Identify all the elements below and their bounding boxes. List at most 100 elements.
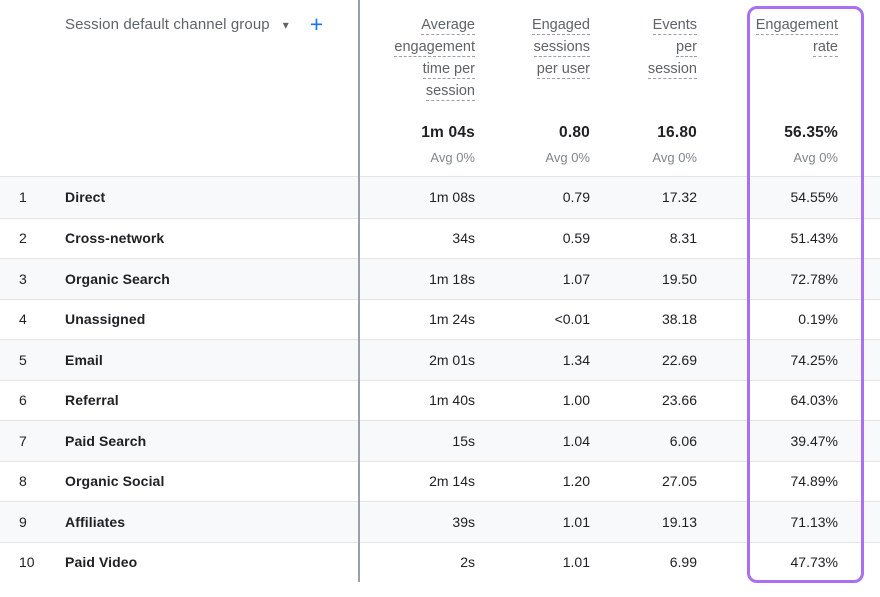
column-header-text: Events: [652, 17, 697, 35]
header-spacer-end: [838, 14, 880, 102]
metric-value: 1.07: [562, 270, 590, 287]
column-header-line: Events: [590, 14, 697, 36]
summary-spacer-name: [65, 124, 360, 165]
metric-value: 51.43%: [790, 230, 838, 247]
channel-name: Paid Video: [65, 554, 138, 571]
metric-value: 1.04: [562, 432, 590, 449]
column-header-line: Average: [360, 14, 475, 36]
summary-cell: 0.80 Avg 0%: [475, 124, 590, 165]
column-header-events-per-session[interactable]: Events per session: [590, 14, 697, 102]
column-header-text: session: [647, 61, 697, 79]
column-header-text: per: [676, 39, 697, 57]
summary-cell: 1m 04s Avg 0%: [360, 124, 475, 165]
summary-value: 1m 04s: [421, 124, 475, 141]
dimension-label[interactable]: Session default channel group: [65, 15, 270, 33]
column-header-engagement-rate[interactable]: Engagement rate: [697, 14, 838, 102]
table-row-paid-video: 10 Paid Video 2s 1.01 6.99 47.73%: [0, 541, 880, 583]
header-spacer-name: [65, 14, 360, 102]
row-index: 2: [19, 230, 27, 247]
metric-value: 38.18: [661, 311, 697, 328]
metric-value: 15s: [452, 432, 475, 449]
channel-name: Cross-network: [65, 230, 165, 247]
row-index: 4: [19, 311, 27, 328]
metric-value: 1m 18s: [429, 270, 475, 287]
table-row-email: 5 Email 2m 01s 1.34 22.69 74.25%: [0, 339, 880, 380]
metric-value: 39.47%: [790, 432, 838, 449]
table-row-paid-search: 7 Paid Search 15s 1.04 6.06 39.47%: [0, 420, 880, 461]
row-index: 3: [19, 270, 27, 287]
dimension-selector[interactable]: Session default channel group ▾ +: [65, 11, 324, 37]
table-body: 1 Direct 1m 08s 0.79 17.32 54.55% 2 Cross-netwo…: [0, 176, 880, 582]
metric-value: 19.13: [661, 513, 697, 530]
column-header-text: time per: [422, 61, 475, 79]
metric-value: 1m 08s: [429, 189, 475, 206]
summary-avg-label: Avg 0%: [793, 150, 838, 165]
column-header-text: per user: [536, 61, 590, 79]
metric-value: <0.01: [554, 311, 590, 328]
summary-spacer-end: [838, 124, 880, 165]
column-header-text: sessions: [533, 39, 590, 57]
metric-value: 22.69: [661, 351, 697, 368]
metric-value: 1m 40s: [429, 392, 475, 409]
summary-avg-label: Avg 0%: [545, 150, 590, 165]
column-header-line: sessions: [475, 36, 590, 58]
channel-name: Email: [65, 351, 103, 368]
metric-value: 17.32: [661, 189, 697, 206]
table-row-referral: 6 Referral 1m 40s 1.00 23.66 64.03%: [0, 379, 880, 421]
metric-value: 19.50: [661, 270, 697, 287]
column-divider: [358, 0, 360, 582]
column-header-line: time per: [360, 58, 475, 80]
add-dimension-button[interactable]: +: [309, 11, 324, 37]
summary-value: 0.80: [559, 124, 590, 141]
table-row-organic-search: 3 Organic Search 1m 18s 1.07 19.50 72.78%: [0, 258, 880, 299]
metric-value: 2s: [460, 554, 475, 571]
metric-value: 2m 14s: [429, 473, 475, 490]
metric-value: 0.59: [562, 230, 590, 247]
metric-value: 72.78%: [790, 270, 838, 287]
table-row-direct: 1 Direct 1m 08s 0.79 17.32 54.55%: [0, 177, 880, 218]
summary-avg-label: Avg 0%: [430, 150, 475, 165]
column-header-line: per: [590, 36, 697, 58]
row-index: 7: [19, 432, 27, 449]
channel-name: Affiliates: [65, 513, 126, 530]
row-index: 9: [19, 513, 27, 530]
column-header-row: Average engagement time per session Engaged s…: [0, 14, 880, 102]
metric-value: 1.00: [562, 392, 590, 409]
metric-value: 1.34: [562, 351, 590, 368]
metric-value: 6.06: [669, 432, 697, 449]
column-header-text: Engagement: [755, 17, 838, 35]
row-index: 8: [19, 473, 27, 490]
metric-value: 71.13%: [790, 513, 838, 530]
column-header-line: rate: [697, 36, 838, 58]
row-index: 10: [19, 554, 35, 571]
summary-value: 56.35%: [784, 124, 838, 141]
metric-value: 1.01: [562, 554, 590, 571]
channel-name: Organic Social: [65, 473, 165, 490]
metric-value: 1.20: [562, 473, 590, 490]
channel-name: Organic Search: [65, 270, 170, 287]
metric-value: 34s: [452, 230, 475, 247]
table-row-affiliates: 9 Affiliates 39s 1.01 19.13 71.13%: [0, 501, 880, 542]
row-index: 1: [19, 189, 27, 206]
column-header-text: rate: [813, 39, 838, 57]
metric-value: 74.25%: [790, 351, 838, 368]
summary-value: 16.80: [657, 124, 697, 141]
column-header-text: session: [425, 83, 475, 101]
row-index: 6: [19, 392, 27, 409]
table-row-cross-network: 2 Cross-network 34s 0.59 8.31 51.43%: [0, 217, 880, 259]
channel-name: Unassigned: [65, 311, 146, 328]
table-row-unassigned: 4 Unassigned 1m 24s <0.01 38.18 0.19%: [0, 298, 880, 340]
row-index: 5: [19, 351, 27, 368]
column-header-text: Average: [421, 17, 475, 35]
metric-value: 27.05: [661, 473, 697, 490]
column-header-line: session: [360, 80, 475, 102]
caret-down-icon: ▾: [282, 18, 289, 32]
column-header-engaged-sessions-per-user[interactable]: Engaged sessions per user: [475, 14, 590, 102]
metric-value: 2m 01s: [429, 351, 475, 368]
table-row-organic-social: 8 Organic Social 2m 14s 1.20 27.05 74.89%: [0, 460, 880, 502]
metric-value: 6.99: [669, 554, 697, 571]
column-header-average-engagement-time-per-session[interactable]: Average engagement time per session: [360, 14, 475, 102]
column-header-line: session: [590, 58, 697, 80]
summary-spacer-num: [0, 124, 65, 165]
